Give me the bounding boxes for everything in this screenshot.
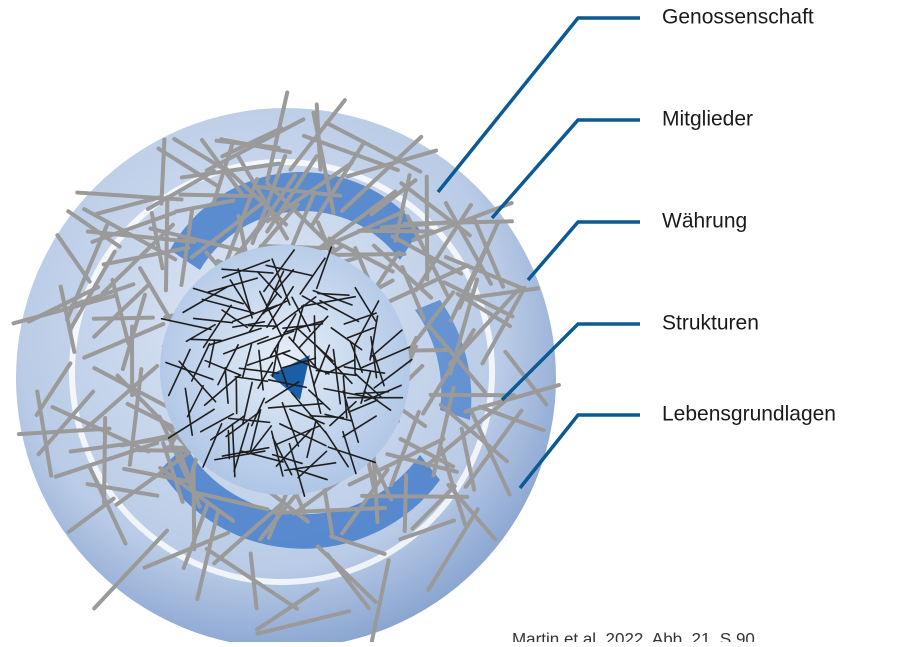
sphere — [14, 92, 559, 642]
stick — [190, 339, 221, 340]
stick — [359, 231, 433, 232]
label: Lebensgrundlagen — [662, 403, 836, 426]
label: Mitglieder — [662, 108, 753, 131]
label: Strukturen — [662, 312, 759, 335]
stick — [314, 316, 315, 367]
leader-line — [528, 222, 640, 280]
label: Währung — [662, 210, 747, 233]
stick — [166, 197, 167, 290]
label: Genossenschaft — [662, 6, 814, 29]
stick — [181, 195, 252, 196]
leader-line — [492, 120, 640, 218]
stick — [94, 318, 153, 319]
stick — [193, 467, 194, 549]
stick — [405, 475, 406, 531]
caption: Martin et al. 2022, Abb. 21, S.90 — [512, 629, 755, 642]
stick — [431, 395, 514, 396]
